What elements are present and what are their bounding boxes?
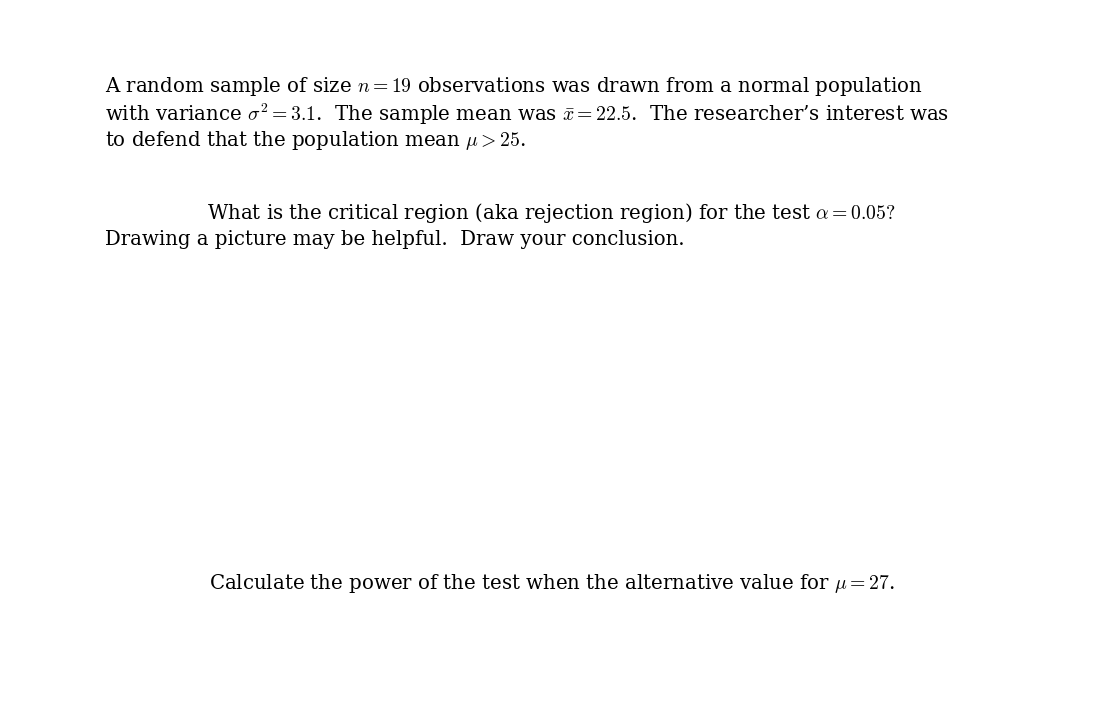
Text: A random sample of size $n = 19$ observations was drawn from a normal population: A random sample of size $n = 19$ observa… (105, 75, 923, 98)
Text: Drawing a picture may be helpful.  Draw your conclusion.: Drawing a picture may be helpful. Draw y… (105, 230, 684, 249)
Text: with variance $\sigma^2 = 3.1$.  The sample mean was $\bar{x} = 22.5$.  The rese: with variance $\sigma^2 = 3.1$. The samp… (105, 102, 949, 128)
Text: to defend that the population mean $\mu > 25$.: to defend that the population mean $\mu … (105, 129, 526, 152)
Text: Calculate the power of the test when the alternative value for $\mu = 27$.: Calculate the power of the test when the… (208, 572, 895, 595)
Text: What is the critical region (aka rejection region) for the test $\alpha = 0.05?$: What is the critical region (aka rejecti… (207, 201, 896, 225)
